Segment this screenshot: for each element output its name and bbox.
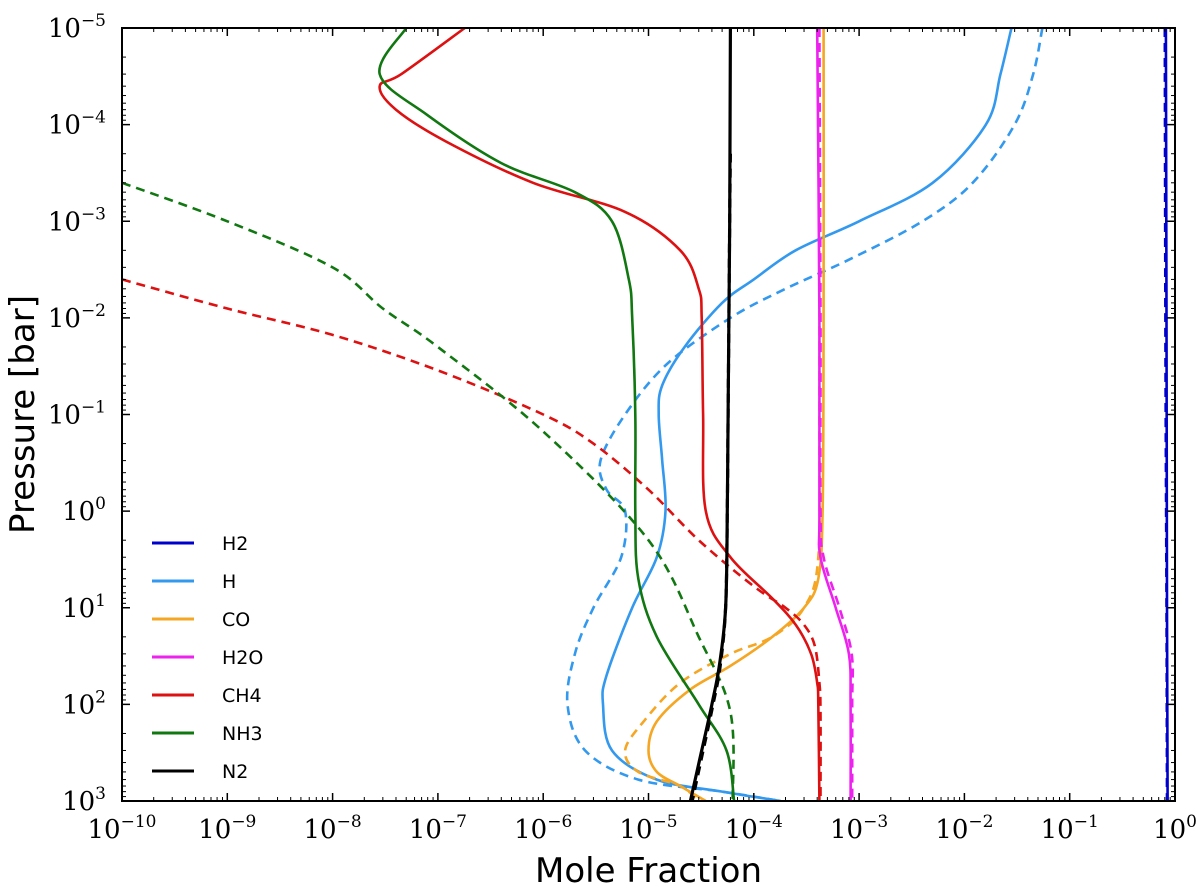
legend: H2 H CO H2O CH4 NH3 N2	[152, 533, 263, 783]
series-line-nh3-solid	[378, 28, 736, 801]
y-tick-label: 10−4	[48, 108, 106, 141]
legend-item-co: CO	[152, 609, 250, 631]
legend-item-h2o: H2O	[152, 647, 263, 669]
legend-label: H2	[222, 533, 248, 555]
y-tick-label: 10−5	[48, 11, 106, 44]
x-axis-title: Mole Fraction	[535, 851, 762, 889]
series-line-h2o-dashed	[818, 28, 855, 801]
legend-label: N2	[222, 761, 248, 783]
ticks-layer: 10−10 10−9 10−8 10−7 10−6 10−5 10−4 10−3 10−2 10−…	[48, 11, 1197, 845]
series-line-ch4-dashed	[122, 278, 822, 801]
y-tick-label: 10−2	[48, 301, 106, 334]
y-tick-label: 103	[62, 784, 106, 817]
legend-label: CH4	[222, 685, 262, 707]
series-line-n2-dashed	[690, 153, 732, 801]
y-tick-label: 101	[62, 591, 106, 624]
legend-item-ch4: CH4	[152, 685, 262, 707]
plot-frame	[121, 27, 1176, 802]
x-tick-label: 10−2	[935, 812, 993, 845]
y-tick-label: 100	[62, 494, 106, 527]
x-tick-label: 10−3	[830, 812, 888, 845]
x-tick-label: 10−1	[1041, 812, 1099, 845]
x-tick-label: 100	[1153, 812, 1197, 845]
x-tick-label: 10−7	[409, 812, 467, 845]
y-tick-label: 10−3	[48, 204, 106, 237]
x-tick-label: 10−4	[725, 812, 783, 845]
series-line-h2o-solid	[815, 28, 853, 801]
y-tick-label: 10−1	[48, 398, 106, 431]
legend-label: NH3	[222, 723, 263, 745]
x-tick-label: 10−5	[619, 812, 677, 845]
series-layer	[122, 28, 1169, 801]
legend-item-h: H	[152, 571, 236, 593]
series-line-h-solid	[601, 28, 1013, 801]
legend-label: H	[222, 571, 236, 593]
series-line-ch4-solid	[378, 28, 821, 801]
x-tick-label: 10−10	[88, 812, 157, 845]
series-line-h-dashed	[565, 28, 1044, 801]
series-line-nh3-dashed	[122, 181, 735, 801]
x-tick-label: 10−9	[198, 812, 256, 845]
x-tick-label: 10−8	[304, 812, 362, 845]
series-line-co-solid	[647, 28, 825, 801]
legend-item-h2: H2	[152, 533, 248, 555]
x-tick-label: 10−6	[514, 812, 572, 845]
series-line-h2-dashed	[1163, 28, 1169, 801]
legend-label: CO	[222, 609, 250, 631]
y-axis-title: Pressure [bar]	[3, 295, 43, 534]
legend-item-nh3: NH3	[152, 723, 263, 745]
legend-label: H2O	[222, 647, 263, 669]
y-tick-label: 102	[62, 687, 106, 720]
legend-item-n2: N2	[152, 761, 248, 783]
series-line-co-dashed	[623, 221, 822, 801]
